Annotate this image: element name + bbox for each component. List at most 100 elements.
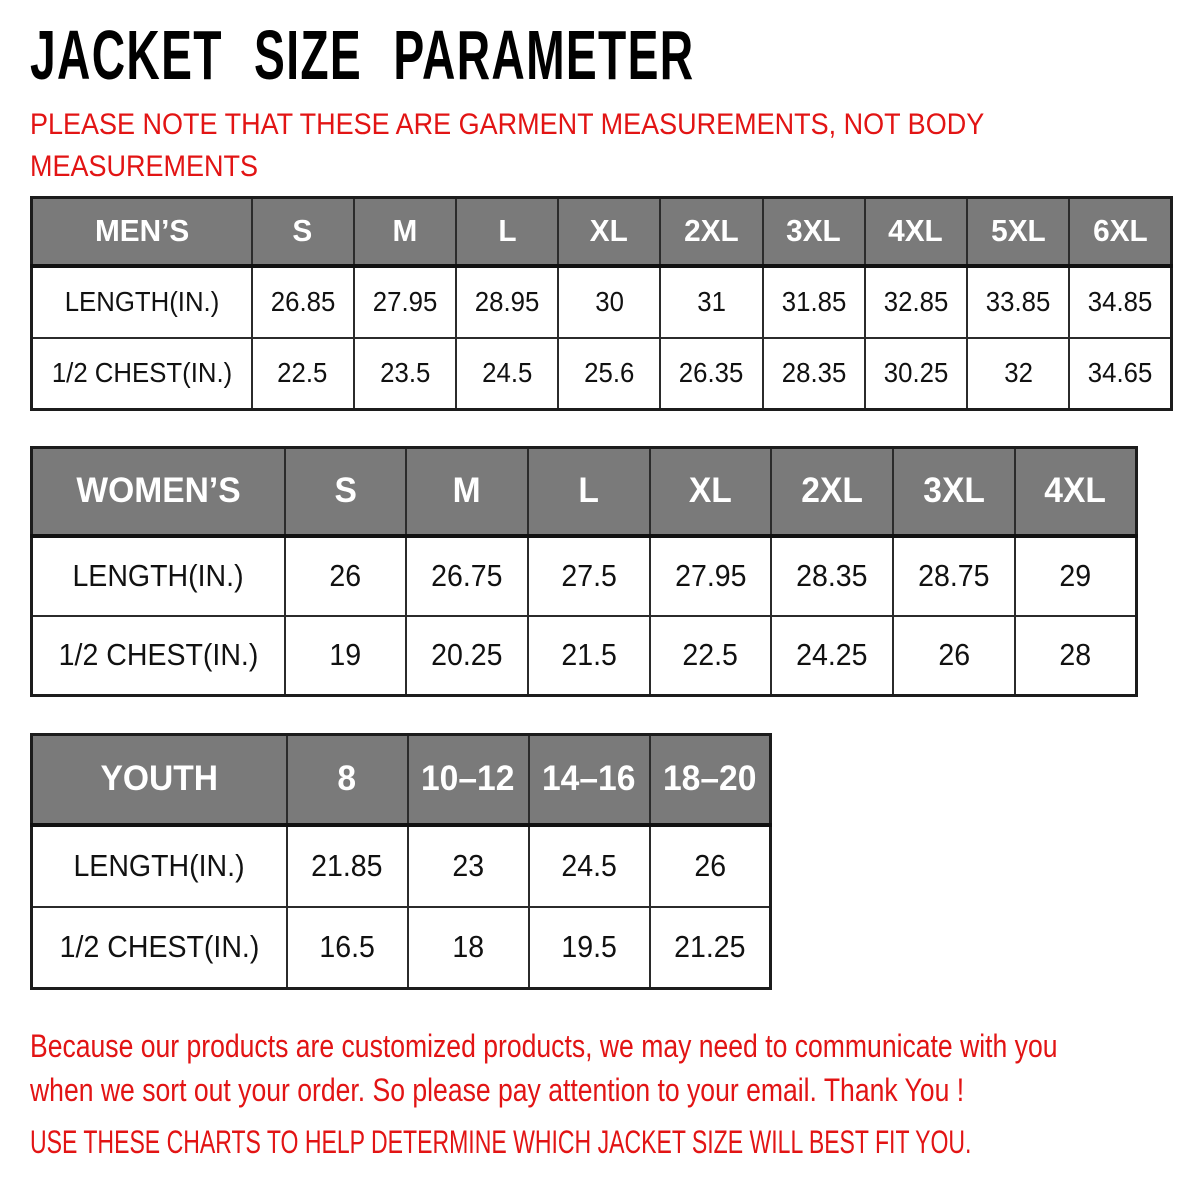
size-value-cell: 26 xyxy=(283,534,408,617)
size-value-cell-text: 24.5 xyxy=(561,848,617,883)
chart-usage-advice: USE THESE CHARTS TO HELP DETERMINE WHICH… xyxy=(30,1124,972,1160)
row-label-cell: 1/2 CHEST(IN.) xyxy=(30,336,253,411)
size-value-cell-text: 18 xyxy=(452,929,484,965)
customization-notice-line-1: Because our products are customized prod… xyxy=(30,1028,1058,1064)
size-value-cell: 24.5 xyxy=(454,336,560,411)
size-value-cell-text: 20.25 xyxy=(431,637,503,673)
size-value-cell: 23 xyxy=(406,823,530,908)
mens-size-table: MEN’S S M L XL 2XL 3XL 4XL 5XL 6XL LENGTH(IN.) 26.8… xyxy=(30,196,1173,411)
size-header-cell: 3XL xyxy=(761,196,866,268)
size-header-cell: XL xyxy=(648,446,773,538)
size-value-cell: 34.85 xyxy=(1068,264,1173,339)
size-value-cell-text: 26 xyxy=(938,637,970,673)
size-value-cell-text: 33.85 xyxy=(985,286,1051,317)
womens-size-table-section: WOMEN’S S M L XL 2XL 3XL 4XL LENGTH(IN.) 26 26.75 2… xyxy=(30,446,1138,697)
row-label-cell: LENGTH(IN.) xyxy=(30,823,288,908)
row-label-cell-text: 1/2 CHEST(IN.) xyxy=(58,637,259,673)
size-value-cell-text: 16.5 xyxy=(319,929,375,965)
size-value-cell: 19 xyxy=(283,614,408,697)
size-value-cell: 16.5 xyxy=(285,905,409,990)
size-value-cell-text: 26.85 xyxy=(270,286,335,317)
size-header-cell: 2XL xyxy=(659,196,764,268)
size-header-cell: M xyxy=(352,196,457,268)
size-header-cell: S xyxy=(283,446,408,538)
size-value-cell: 32.85 xyxy=(863,264,969,339)
size-value-cell-text: 22.5 xyxy=(277,357,328,389)
size-value-cell: 21.25 xyxy=(648,905,772,990)
size-header-row: WOMEN’S S M L XL 2XL 3XL 4XL xyxy=(30,446,1138,538)
measurement-row: LENGTH(IN.) 26 26.75 27.5 27.95 28.35 28.75 29 xyxy=(30,534,1138,617)
size-header-cell-text: 5XL xyxy=(990,213,1046,249)
size-header-cell: 8 xyxy=(285,733,409,827)
size-header-cell: 3XL xyxy=(892,446,1016,538)
size-value-cell-text: 30 xyxy=(594,286,624,317)
size-value-cell-text: 31 xyxy=(697,286,726,317)
size-value-cell: 21.5 xyxy=(526,614,651,697)
row-label-cell-text: 1/2 CHEST(IN.) xyxy=(59,929,260,965)
womens-size-table: WOMEN’S S M L XL 2XL 3XL 4XL LENGTH(IN.) 26 26.75 2… xyxy=(30,446,1138,697)
row-label-cell-text: 1/2 CHEST(IN.) xyxy=(51,357,232,389)
size-value-cell: 24.25 xyxy=(770,614,895,697)
size-header-cell-text: M xyxy=(392,213,418,249)
size-value-cell-text: 27.95 xyxy=(674,558,747,593)
size-header-cell-text: L xyxy=(497,213,517,249)
size-value-cell: 22.5 xyxy=(648,614,773,697)
size-header-cell-text: 4XL xyxy=(1044,471,1107,511)
customization-notice: Because our products are customized prod… xyxy=(30,1024,1058,1112)
size-header-cell-text: XL xyxy=(688,471,732,511)
size-value-cell: 31 xyxy=(659,264,764,339)
size-header-cell-text: 8 xyxy=(337,759,357,799)
group-title-cell-text: MEN’S xyxy=(94,213,189,249)
size-header-cell: 6XL xyxy=(1068,196,1173,268)
note-line-1: PLEASE NOTE THAT THESE ARE GARMENT MEASU… xyxy=(30,108,985,141)
size-value-cell-text: 19.5 xyxy=(561,929,617,965)
size-value-cell-text: 30.25 xyxy=(883,357,949,389)
size-value-cell: 22.5 xyxy=(250,336,355,411)
size-header-cell-text: 10–12 xyxy=(421,759,515,799)
measurement-row: 1/2 CHEST(IN.) 16.5 18 19.5 21.25 xyxy=(30,905,772,990)
size-value-cell-text: 34.65 xyxy=(1087,357,1153,389)
size-value-cell-text: 32.85 xyxy=(883,286,949,317)
group-title-cell-text: YOUTH xyxy=(100,759,219,799)
size-value-cell-text: 26 xyxy=(693,848,726,883)
size-value-cell-text: 34.85 xyxy=(1087,286,1153,317)
size-value-cell-text: 26.75 xyxy=(431,558,503,593)
group-title-cell-text: WOMEN’S xyxy=(76,471,241,511)
measurement-row: LENGTH(IN.) 21.85 23 24.5 26 xyxy=(30,823,772,908)
size-value-cell: 28.75 xyxy=(892,534,1016,617)
size-value-cell: 28.35 xyxy=(761,336,866,411)
group-title-cell: MEN’S xyxy=(30,196,253,268)
size-value-cell: 20.25 xyxy=(405,614,529,697)
size-value-cell: 28.95 xyxy=(454,264,560,339)
size-header-cell-text: L xyxy=(578,471,600,511)
size-value-cell-text: 19 xyxy=(329,637,362,673)
size-header-cell-text: M xyxy=(453,471,482,511)
size-value-cell-text: 21.25 xyxy=(674,929,746,965)
size-header-cell: 18–20 xyxy=(648,733,772,827)
size-value-cell-text: 29 xyxy=(1059,558,1092,593)
size-header-cell: 4XL xyxy=(1013,446,1138,538)
size-header-cell: 14–16 xyxy=(527,733,651,827)
size-value-cell: 31.85 xyxy=(761,264,866,339)
size-header-cell-text: 6XL xyxy=(1092,213,1148,249)
row-label-cell: 1/2 CHEST(IN.) xyxy=(30,614,286,697)
size-value-cell: 28.35 xyxy=(770,534,895,617)
size-value-cell: 24.5 xyxy=(527,823,651,908)
size-value-cell: 27.5 xyxy=(526,534,651,617)
size-value-cell-text: 28 xyxy=(1059,637,1092,673)
row-label-cell-text: LENGTH(IN.) xyxy=(72,558,244,593)
youth-size-table: YOUTH 8 10–12 14–16 18–20 LENGTH(IN.) 21.85 23 2… xyxy=(30,733,772,990)
size-value-cell: 26 xyxy=(892,614,1016,697)
size-value-cell-text: 26 xyxy=(329,558,362,593)
size-value-cell-text: 25.6 xyxy=(584,357,635,389)
size-header-cell: 4XL xyxy=(863,196,969,268)
customization-notice-line-2: when we sort out your order. So please p… xyxy=(30,1072,965,1108)
size-header-cell: L xyxy=(454,196,560,268)
size-value-cell: 27.95 xyxy=(352,264,457,339)
row-label-cell: LENGTH(IN.) xyxy=(30,264,253,339)
size-value-cell: 33.85 xyxy=(966,264,1071,339)
size-value-cell: 25.6 xyxy=(557,336,662,411)
size-value-cell: 26.35 xyxy=(659,336,764,411)
size-header-cell-text: XL xyxy=(590,213,629,249)
